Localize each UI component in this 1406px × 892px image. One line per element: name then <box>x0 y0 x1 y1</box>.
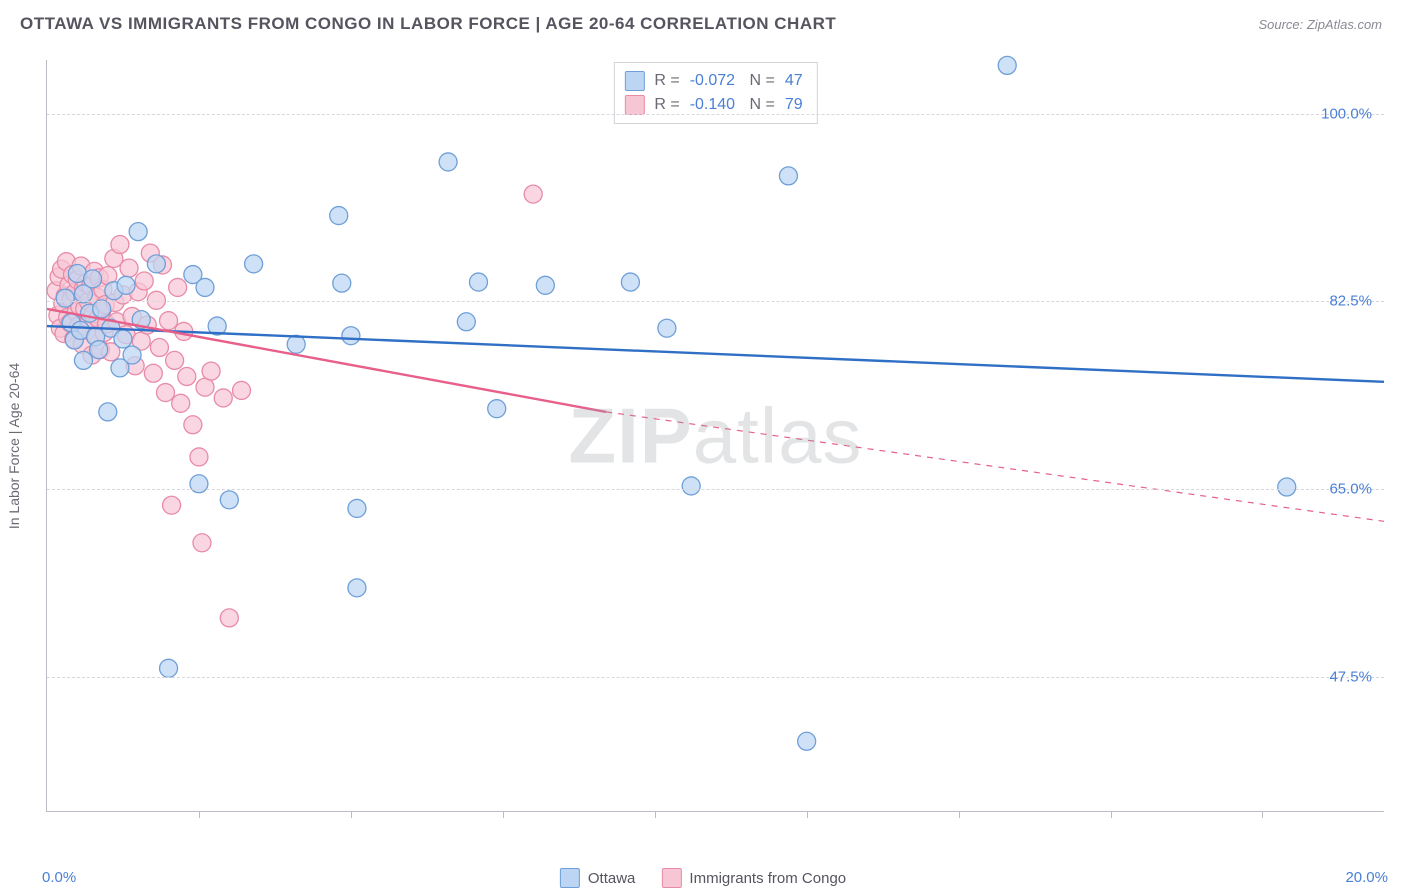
y-tick-label: 100.0% <box>1321 105 1372 122</box>
legend-item-ottawa: Ottawa <box>560 868 636 888</box>
x-axis-min-label: 0.0% <box>42 869 76 886</box>
swatch-ottawa-bottom <box>560 868 580 888</box>
swatch-congo <box>624 95 644 115</box>
legend-row-ottawa: R = -0.072 N = 47 <box>624 69 802 93</box>
scatter-plot-svg <box>47 60 1384 811</box>
chart-title: OTTAWA VS IMMIGRANTS FROM CONGO IN LABOR… <box>20 14 836 34</box>
swatch-ottawa <box>624 71 644 91</box>
source-attribution: Source: ZipAtlas.com <box>1258 17 1382 32</box>
y-tick-label: 82.5% <box>1329 293 1372 310</box>
y-tick-label: 65.0% <box>1329 481 1372 498</box>
swatch-congo-bottom <box>661 868 681 888</box>
x-axis-max-label: 20.0% <box>1345 869 1388 886</box>
plot-area: ZIPatlas R = -0.072 N = 47 R = -0.140 N … <box>46 60 1384 812</box>
chart-header: OTTAWA VS IMMIGRANTS FROM CONGO IN LABOR… <box>0 0 1406 42</box>
y-axis-label: In Labor Force | Age 20-64 <box>6 363 22 529</box>
y-tick-label: 47.5% <box>1329 668 1372 685</box>
series-legend: Ottawa Immigrants from Congo <box>560 868 846 888</box>
legend-item-congo: Immigrants from Congo <box>661 868 846 888</box>
correlation-legend: R = -0.072 N = 47 R = -0.140 N = 79 <box>613 62 817 124</box>
